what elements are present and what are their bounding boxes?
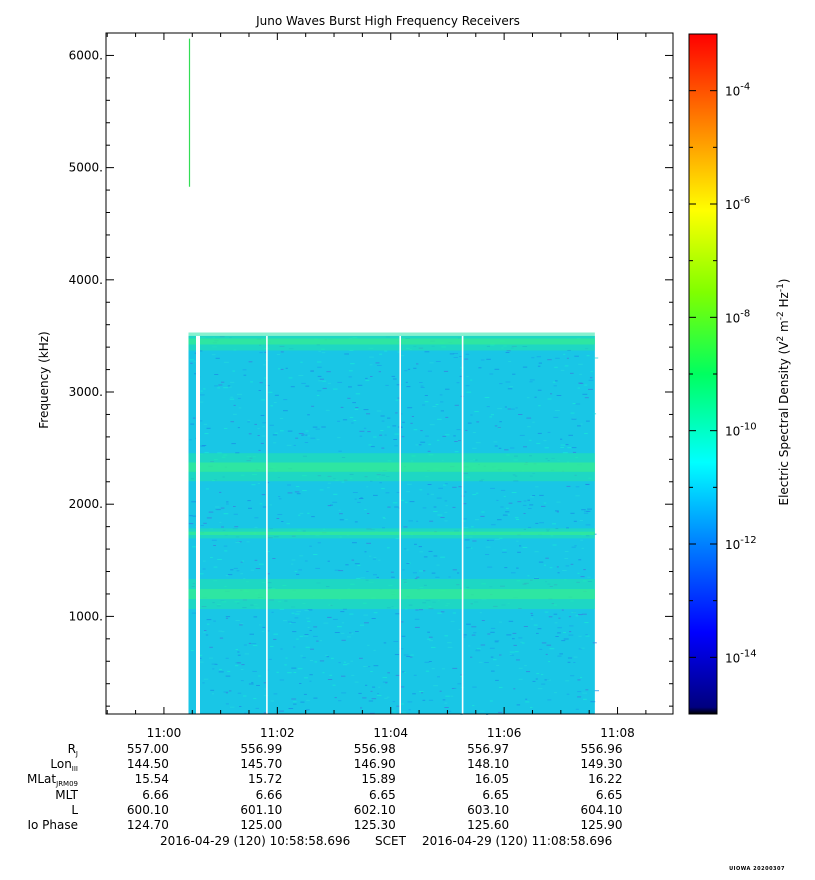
ephemeris-value: 15.72 [247, 772, 283, 787]
ephemeris-label: L [71, 802, 78, 817]
ephemeris-value: 601.10 [240, 802, 283, 817]
ephemeris-value: 6.65 [595, 787, 623, 802]
ephemeris-value: 146.90 [353, 757, 396, 772]
ephemeris-value: 148.10 [467, 757, 510, 772]
data-gap [461, 335, 464, 714]
ephemeris-value: 556.98 [353, 742, 396, 756]
y-tick-label: 6000. [69, 48, 103, 62]
ephemeris-value: 557.00 [126, 742, 169, 756]
y-tick-label: 2000. [69, 497, 103, 511]
ephemeris-value: 6.65 [482, 787, 510, 802]
ephemeris-value: 124.70 [126, 818, 169, 832]
y-tick-label: 4000. [69, 273, 103, 287]
ephemeris-value: 603.10 [467, 802, 510, 817]
x-tick-label: 11:00 [147, 726, 182, 740]
ephemeris-label: LonIII [50, 757, 78, 774]
ephemeris-label: MLT [55, 787, 78, 802]
ephemeris-value: 15.54 [134, 772, 169, 787]
ephemeris-value: 604.10 [580, 802, 623, 817]
x-axis: 11:00 11:02 11:04 11:06 11:08 [106, 33, 647, 740]
ephemeris-value: 6.65 [369, 787, 396, 802]
colorbar-label: Electric Spectral Density (V2 m-2 Hz-1) [776, 278, 791, 505]
ephemeris-value: 144.50 [126, 757, 169, 772]
colorbar-tick-label: 10-8 [725, 308, 750, 325]
ephemeris-value: 149.30 [580, 757, 623, 772]
colorbar [688, 33, 718, 715]
data-gap [399, 335, 401, 714]
ephemeris-value: 125.60 [467, 818, 510, 832]
chart-title: Juno Waves Burst High Frequency Receiver… [255, 14, 520, 28]
footer-frame: SCET [375, 834, 406, 848]
ephemeris-value: 15.89 [361, 772, 396, 787]
ephemeris-value: 145.70 [240, 757, 283, 772]
ephemeris-value: 600.10 [126, 802, 169, 817]
ephemeris-value: 6.66 [142, 787, 169, 802]
colorbar-tick-label: 10-10 [725, 422, 757, 439]
ephemeris-value: 556.96 [580, 742, 623, 756]
data-gap [266, 335, 268, 714]
x-tick-label: 11:02 [260, 726, 295, 740]
spectrogram-background [188, 335, 595, 714]
ephemeris-value: 125.30 [353, 818, 396, 832]
ephemeris-value: 556.99 [240, 742, 283, 756]
x-tick-label: 11:08 [600, 726, 635, 740]
y-tick-label: 1000. [69, 609, 103, 623]
colorbar-tick-label: 10-12 [725, 535, 757, 552]
x-tick-label: 11:04 [373, 726, 408, 740]
footer-end-time: 2016-04-29 (120) 11:08:58.696 [422, 834, 613, 848]
ephemeris-value: 6.66 [255, 787, 283, 802]
data-gap [196, 335, 200, 714]
enhanced-band-core [188, 462, 595, 472]
ephemeris-label: MLatJRM09 [27, 772, 78, 789]
ephemeris-value: 16.05 [474, 772, 510, 787]
colorbar-tick-label: 10-4 [725, 82, 750, 99]
colorbar-tick-label: 10-14 [725, 648, 757, 665]
footer-start-time: 2016-04-29 (120) 10:58:58.696 [160, 834, 351, 848]
enhanced-band-core [188, 338, 595, 345]
y-axis: 1000. 2000. 3000. 4000. 5000. 6000. [69, 48, 673, 707]
colorbar-tick-label: 10-6 [725, 195, 750, 212]
y-tick-label: 3000. [69, 385, 103, 399]
ephemeris-value: 16.22 [588, 772, 623, 787]
ephemeris-label: Io Phase [27, 818, 78, 832]
x-tick-label: 11:06 [487, 726, 522, 740]
ephemeris-value: 556.97 [467, 742, 510, 756]
y-axis-label: Frequency (kHz) [37, 331, 51, 428]
enhanced-band-core [188, 589, 595, 599]
ephemeris-label: RJ [67, 742, 78, 758]
version-stamp: UIOWA 20200307 [729, 866, 785, 872]
ephemeris-value: 125.00 [240, 818, 283, 832]
ephemeris-value: 125.90 [580, 818, 623, 832]
plot-area [188, 38, 599, 715]
y-tick-label: 5000. [69, 161, 103, 175]
plot-frame [105, 32, 674, 715]
enhanced-band-core [188, 531, 595, 535]
ephemeris-value: 602.10 [353, 802, 396, 817]
